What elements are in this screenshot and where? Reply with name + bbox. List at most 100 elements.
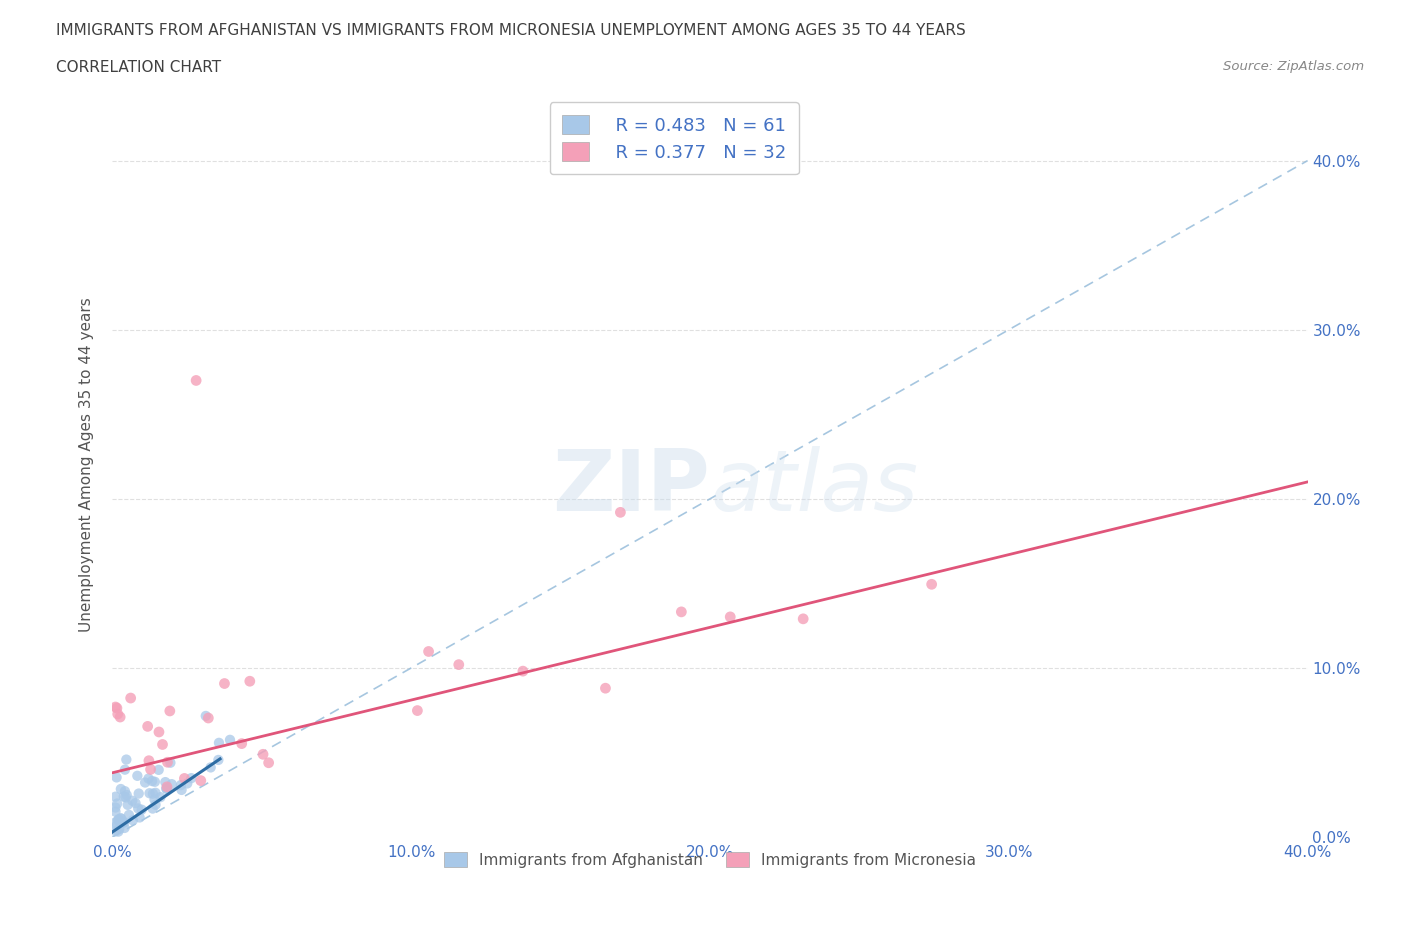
Point [156, 779, 179, 794]
Point [214, 676, 236, 691]
Point [134, 775, 156, 790]
Legend: Immigrants from Afghanistan, Immigrants from Micronesia: Immigrants from Afghanistan, Immigrants … [437, 846, 983, 874]
Point [155, 781, 177, 796]
Point [418, 644, 440, 659]
Point [149, 790, 172, 804]
Point [197, 711, 219, 725]
Point [121, 813, 143, 828]
Y-axis label: Unemployment Among Ages 35 to 44 years: Unemployment Among Ages 35 to 44 years [79, 298, 94, 632]
Point [120, 691, 142, 706]
Point [170, 782, 193, 797]
Point [139, 762, 162, 777]
Point [115, 752, 138, 767]
Point [104, 824, 127, 839]
Point [112, 815, 135, 830]
Point [141, 774, 163, 789]
Point [219, 733, 242, 748]
Point [127, 801, 149, 816]
Point [128, 786, 150, 801]
Point [104, 815, 127, 830]
Point [143, 792, 166, 807]
Point [176, 776, 198, 790]
Point [104, 699, 127, 714]
Point [155, 775, 177, 790]
Point [194, 709, 217, 724]
Point [921, 577, 943, 591]
Point [142, 801, 165, 816]
Point [148, 763, 170, 777]
Point [104, 804, 127, 819]
Point [252, 747, 274, 762]
Point [115, 788, 138, 803]
Point [257, 755, 280, 770]
Point [128, 810, 150, 825]
Point [127, 768, 149, 783]
Point [138, 753, 160, 768]
Point [117, 797, 139, 812]
Point [170, 777, 193, 792]
Point [138, 786, 160, 801]
Point [114, 820, 136, 835]
Point [207, 752, 229, 767]
Point [239, 674, 262, 689]
Text: IMMIGRANTS FROM AFGHANISTAN VS IMMIGRANTS FROM MICRONESIA UNEMPLOYMENT AMONG AGE: IMMIGRANTS FROM AFGHANISTAN VS IMMIGRANT… [56, 23, 966, 38]
Point [118, 807, 141, 822]
Point [114, 784, 136, 799]
Point [107, 824, 129, 839]
Point [111, 815, 134, 830]
Point [595, 681, 617, 696]
Point [671, 604, 693, 619]
Point [124, 796, 146, 811]
Point [121, 793, 143, 808]
Point [145, 797, 167, 812]
Point [406, 703, 429, 718]
Point [114, 790, 136, 804]
Point [512, 664, 534, 679]
Point [173, 771, 195, 786]
Point [159, 703, 181, 718]
Text: atlas: atlas [710, 445, 918, 529]
Point [112, 790, 135, 804]
Point [159, 755, 181, 770]
Point [152, 737, 174, 752]
Point [792, 611, 814, 626]
Point [190, 773, 212, 788]
Point [110, 811, 132, 826]
Point [186, 373, 208, 388]
Point [142, 786, 165, 801]
Point [114, 763, 136, 777]
Point [105, 796, 128, 811]
Point [156, 755, 179, 770]
Point [110, 811, 132, 826]
Point [105, 770, 128, 785]
Point [105, 818, 128, 833]
Point [200, 760, 222, 775]
Text: CORRELATION CHART: CORRELATION CHART [56, 60, 221, 75]
Point [143, 775, 166, 790]
Point [160, 777, 183, 791]
Point [110, 781, 132, 796]
Point [108, 822, 131, 837]
Point [107, 813, 129, 828]
Point [718, 609, 741, 624]
Point [447, 658, 470, 672]
Point [609, 505, 631, 520]
Point [208, 736, 231, 751]
Point [107, 707, 129, 722]
Point [104, 790, 127, 804]
Text: Source: ZipAtlas.com: Source: ZipAtlas.com [1223, 60, 1364, 73]
Point [136, 719, 159, 734]
Point [148, 724, 170, 739]
Point [105, 700, 128, 715]
Point [180, 771, 202, 786]
Point [112, 815, 135, 830]
Text: ZIP: ZIP [553, 445, 710, 529]
Point [145, 785, 167, 800]
Point [138, 771, 160, 786]
Point [108, 710, 131, 724]
Point [231, 737, 253, 751]
Point [131, 803, 153, 817]
Point [156, 781, 179, 796]
Point [107, 812, 129, 827]
Point [104, 800, 127, 815]
